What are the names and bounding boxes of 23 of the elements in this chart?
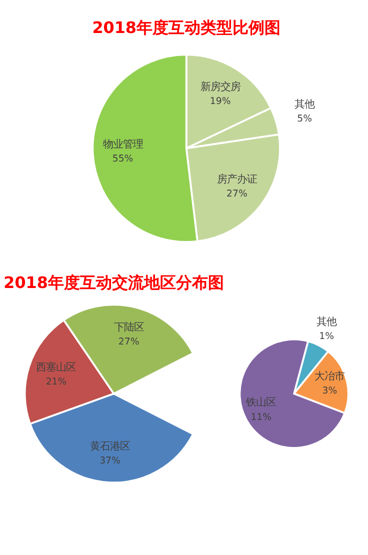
slice-label: 黄石港区	[90, 440, 130, 452]
chart-title: 2018年度互动交流地区分布图	[4, 272, 224, 292]
slice-label: 其他	[294, 98, 315, 111]
slice-label: 新房交房	[200, 80, 240, 93]
data-label: 1%	[319, 331, 334, 342]
data-label: 3%	[322, 385, 338, 396]
data-label: 37%	[100, 455, 120, 466]
data-label: 27%	[226, 188, 248, 200]
data-label: 55%	[112, 153, 134, 164]
data-label: 11%	[250, 412, 272, 423]
slice-label: 其他	[316, 316, 337, 328]
pie-slice	[238, 338, 346, 449]
slice-label: 铁山区	[245, 396, 276, 409]
data-label: 21%	[46, 376, 67, 388]
data-label: 27%	[118, 336, 140, 348]
chart-title: 2018年度互动类型比例图	[92, 18, 280, 38]
slice-label: 房产办证	[216, 173, 257, 186]
slice-label: 物业管理	[102, 138, 143, 150]
data-label: 19%	[210, 96, 231, 107]
data-label: 5%	[297, 114, 312, 125]
slice-label: 西塞山区	[36, 361, 76, 374]
slice-label: 下陆区	[114, 321, 144, 334]
slice-label: 大冶市	[314, 370, 345, 382]
